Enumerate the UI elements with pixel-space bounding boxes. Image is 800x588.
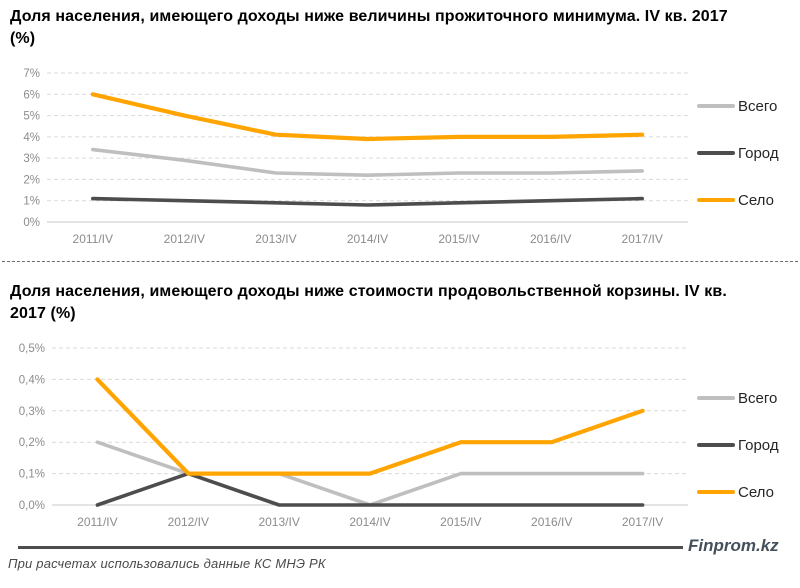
x-tick-label: 2017/IV	[622, 232, 663, 246]
x-tick-label: 2016/IV	[530, 232, 571, 246]
charts-divider	[2, 261, 798, 262]
city-line-swatch	[697, 151, 735, 155]
series-line-city	[91, 196, 645, 207]
y-tick-label: 2%	[23, 174, 40, 186]
series-line-total	[91, 147, 645, 177]
series-line-village	[95, 377, 645, 476]
legend-label-city: Город	[738, 436, 779, 454]
y-tick-label: 0,3%	[19, 406, 45, 418]
village-line-swatch	[697, 490, 735, 494]
legend-item-city: Город	[697, 435, 797, 455]
chart2-title: Доля населения, имеющего доходы ниже сто…	[10, 283, 727, 323]
y-tick-label: 0,1%	[19, 469, 45, 481]
y-tick-label: 3%	[23, 153, 40, 165]
x-tick-label: 2013/IV	[258, 515, 299, 529]
y-tick-label: 1%	[23, 196, 40, 208]
y-tick-label: 5%	[23, 111, 40, 123]
x-tick-label: 2013/IV	[255, 232, 296, 246]
y-tick-label: 6%	[23, 89, 40, 101]
x-tick-label: 2011/IV	[77, 515, 117, 529]
legend-item-village: Село	[697, 190, 797, 210]
y-tick-label: 0,0%	[19, 500, 45, 512]
legend-label-total: Всего	[738, 97, 778, 115]
legend-label-city: Город	[738, 144, 779, 162]
chart2-legend: Всего Город Село	[697, 388, 797, 529]
legend-item-city: Город	[697, 143, 797, 163]
chart1-canvas: 0% 1% 2% 3% 4% 5% 6% 7% 2011/IV 2012/IV 2013/IV 201…	[23, 68, 688, 246]
x-tick-label: 2016/IV	[531, 515, 572, 529]
x-tick-label: 2014/IV	[347, 232, 388, 246]
total-line-swatch	[697, 396, 735, 400]
x-tick-label: 2011/IV	[73, 232, 113, 246]
y-tick-label: 0%	[23, 217, 40, 229]
total-line-swatch	[697, 104, 735, 108]
y-tick-label: 4%	[23, 132, 40, 144]
legend-label-village: Село	[738, 483, 774, 501]
legend-item-total: Всего	[697, 388, 797, 408]
x-tick-label: 2012/IV	[168, 515, 209, 529]
y-tick-label: 7%	[23, 68, 40, 80]
chart2-canvas: 0,0% 0,1% 0,2% 0,3% 0,4% 0,5% 2011/IV 2012/IV 20…	[19, 343, 688, 529]
city-line-swatch	[697, 443, 735, 447]
footer-rule	[18, 546, 683, 549]
x-tick-label: 2017/IV	[622, 515, 663, 529]
legend-label-village: Село	[738, 191, 774, 209]
y-tick-label: 0,2%	[19, 437, 45, 449]
legend-label-total: Всего	[738, 389, 778, 407]
chart1-title: Доля населения, имеющего доходы ниже вел…	[10, 8, 728, 48]
brand-logo: Finprom.kz	[688, 536, 779, 555]
x-tick-label: 2015/IV	[440, 515, 481, 529]
series-line-city	[95, 471, 645, 507]
x-tick-label: 2014/IV	[349, 515, 390, 529]
source-note: При расчетах использовались данные КС МН…	[8, 556, 326, 571]
village-line-swatch	[697, 198, 735, 202]
x-tick-label: 2015/IV	[438, 232, 479, 246]
x-tick-label: 2012/IV	[164, 232, 205, 246]
legend-item-total: Всего	[697, 96, 797, 116]
chart1-legend: Всего Город Село	[697, 96, 797, 237]
series-line-village	[90, 92, 645, 142]
y-tick-label: 0,4%	[19, 374, 45, 386]
legend-item-village: Село	[697, 482, 797, 502]
y-tick-label: 0,5%	[19, 343, 45, 355]
